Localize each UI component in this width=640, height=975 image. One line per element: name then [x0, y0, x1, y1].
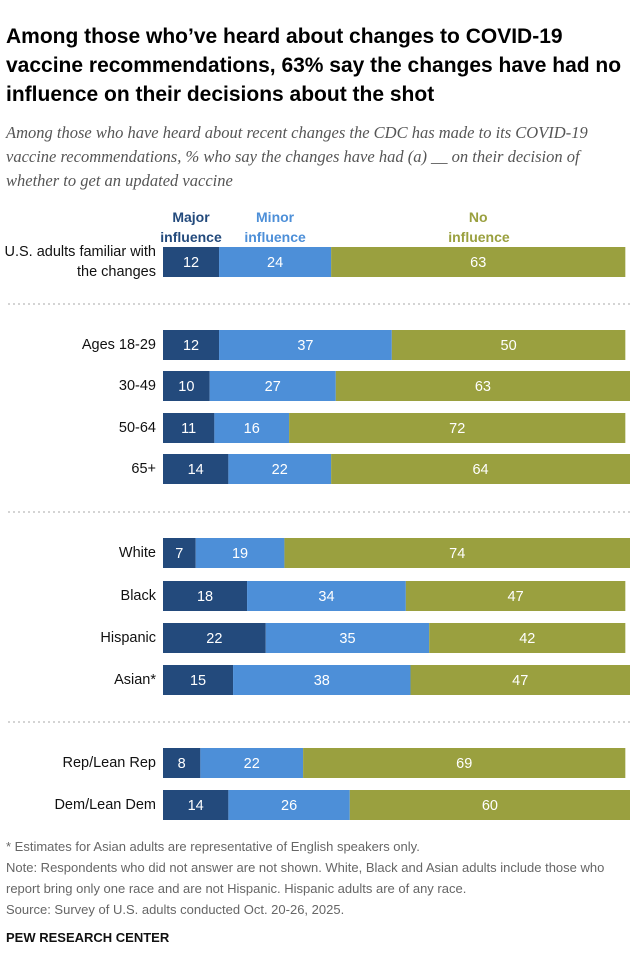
value-label: 69 — [456, 756, 472, 772]
bar-segment — [284, 538, 630, 568]
value-label: 12 — [183, 338, 199, 354]
value-label: 14 — [188, 798, 204, 814]
category-label: White — [118, 545, 156, 561]
value-label: 47 — [512, 673, 528, 689]
value-label: 47 — [508, 589, 524, 605]
note: Note: Respondents who did not answer are… — [6, 860, 605, 896]
value-label: 27 — [265, 379, 281, 395]
bar-segment — [209, 371, 336, 401]
value-label: 19 — [232, 546, 248, 562]
category-label: Hispanic — [100, 630, 156, 646]
bar-segment — [233, 665, 411, 695]
credit: PEW RESEARCH CENTER — [6, 930, 170, 945]
value-label: 8 — [178, 756, 186, 772]
chart-title: Among those who’ve heard about changes t… — [6, 25, 622, 106]
value-label: 12 — [183, 255, 199, 271]
value-label: 22 — [206, 631, 222, 647]
bar-segment — [163, 581, 248, 611]
value-label: 24 — [267, 255, 283, 271]
bar-segment — [349, 790, 630, 820]
bar-segment — [163, 790, 229, 820]
bar-segment — [163, 623, 266, 653]
category-label: 65+ — [131, 461, 156, 477]
category-label: Asian* — [114, 672, 156, 688]
bar-segment — [265, 623, 430, 653]
bar-segment — [163, 748, 201, 778]
value-label: 37 — [297, 338, 313, 354]
bar-segment — [195, 538, 285, 568]
value-label: 16 — [244, 421, 260, 437]
category-label: Dem/Lean Dem — [54, 797, 156, 813]
bar-segment — [331, 247, 626, 277]
bar-segment — [331, 454, 630, 484]
value-label: 35 — [339, 631, 355, 647]
value-label: 26 — [281, 798, 297, 814]
value-label: 42 — [519, 631, 535, 647]
bar-segment — [163, 665, 234, 695]
bar-segment — [163, 454, 229, 484]
bar-segment — [429, 623, 626, 653]
bar-segment — [247, 581, 406, 611]
value-label: 18 — [197, 589, 213, 605]
value-label: 22 — [272, 462, 288, 478]
bar-segment — [391, 330, 626, 360]
value-label: 22 — [244, 756, 260, 772]
bar-segment — [335, 371, 630, 401]
value-label: 60 — [482, 798, 498, 814]
value-label: 14 — [188, 462, 204, 478]
value-label: 34 — [318, 589, 334, 605]
category-label: 50-64 — [118, 420, 156, 436]
bar-segment — [405, 581, 626, 611]
value-label: 10 — [178, 379, 194, 395]
bar-segment — [163, 538, 196, 568]
bar-segment — [163, 247, 220, 277]
source: Source: Survey of U.S. adults conducted … — [6, 902, 345, 917]
value-label: 63 — [475, 379, 491, 395]
bar-segment — [163, 330, 220, 360]
bar-segment — [214, 413, 290, 443]
bar-segment — [289, 413, 626, 443]
footnote: * Estimates for Asian adults are represe… — [6, 839, 420, 854]
category-label: Rep/Lean Rep — [62, 755, 156, 771]
bar-segment — [163, 371, 210, 401]
category-label: Ages 18-29 — [81, 337, 156, 353]
category-label: 30-49 — [118, 378, 156, 394]
category-label: Black — [120, 588, 156, 604]
value-label: 74 — [449, 546, 465, 562]
bar-segment — [228, 454, 332, 484]
bar-segment — [219, 247, 332, 277]
legend-entry: No influence — [448, 209, 510, 245]
value-label: 38 — [314, 673, 330, 689]
legend-entry: Major influence — [160, 209, 222, 245]
bar-segment — [303, 748, 626, 778]
bar-segment — [163, 413, 215, 443]
bar-segment — [228, 790, 350, 820]
bar-segment — [200, 748, 304, 778]
bar-segment — [410, 665, 630, 695]
value-label: 63 — [470, 255, 486, 271]
value-label: 64 — [472, 462, 488, 478]
legend-entry: Minor influence — [244, 209, 306, 245]
category-label: U.S. adults familiar with the changes — [4, 244, 157, 280]
value-label: 7 — [175, 546, 183, 562]
value-label: 11 — [181, 421, 196, 437]
value-label: 50 — [501, 338, 517, 354]
bar-segment — [219, 330, 392, 360]
chart-subtitle: Among those who have heard about recent … — [6, 123, 588, 190]
value-label: 15 — [190, 673, 206, 689]
value-label: 72 — [449, 421, 465, 437]
